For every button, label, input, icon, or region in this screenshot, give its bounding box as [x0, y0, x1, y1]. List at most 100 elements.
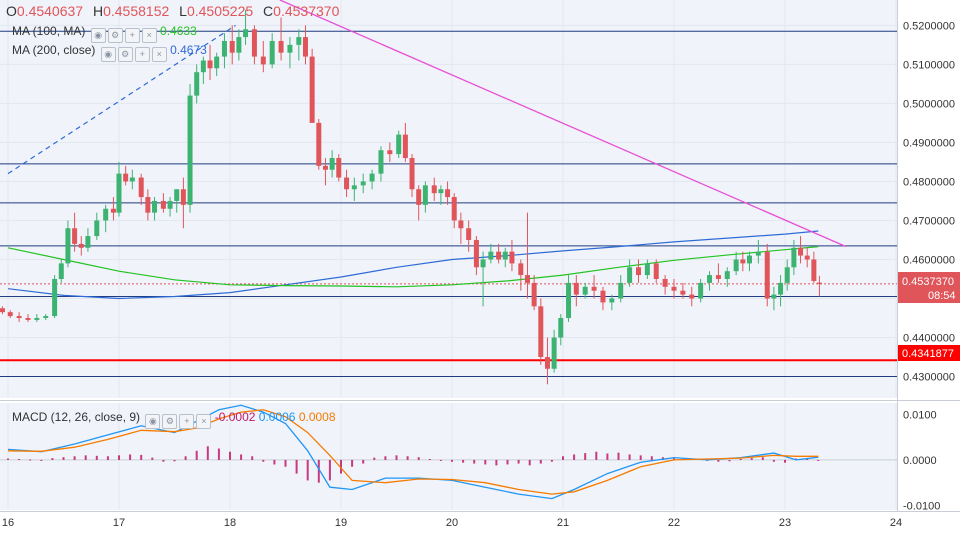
candle-body[interactable] [236, 37, 242, 53]
candle-body[interactable] [103, 208, 109, 221]
candle-body[interactable] [0, 308, 5, 313]
candle-body[interactable] [662, 278, 668, 287]
candle-body[interactable] [488, 251, 494, 260]
candle-body[interactable] [269, 40, 275, 65]
candle-body[interactable] [635, 267, 641, 276]
candle-body[interactable] [7, 312, 13, 317]
candle-body[interactable] [582, 286, 588, 295]
candle-body[interactable] [653, 263, 659, 279]
candle-body[interactable] [278, 40, 284, 53]
eye-icon[interactable]: ◉ [100, 47, 116, 62]
candle-body[interactable] [194, 72, 200, 96]
candle-body[interactable] [123, 173, 129, 182]
candle-body[interactable] [784, 267, 790, 283]
candle-body[interactable] [409, 158, 415, 190]
candle-body[interactable] [116, 173, 122, 213]
candle-body[interactable] [733, 259, 739, 272]
candle-body[interactable] [644, 263, 650, 276]
candle-body[interactable] [251, 29, 257, 57]
candle-body[interactable] [764, 251, 770, 299]
candle-body[interactable] [302, 37, 308, 57]
candle-body[interactable] [502, 251, 508, 260]
candle-body[interactable] [287, 44, 293, 53]
candle-body[interactable] [724, 271, 730, 279]
candle-body[interactable] [145, 197, 151, 213]
candle-body[interactable] [25, 318, 31, 320]
candle-body[interactable] [344, 177, 350, 190]
candle-body[interactable] [360, 181, 366, 186]
candle-body[interactable] [78, 243, 84, 248]
candles[interactable] [0, 9, 822, 385]
close-icon[interactable]: × [151, 47, 167, 62]
candle-body[interactable] [351, 185, 357, 190]
candle-body[interactable] [771, 294, 777, 299]
candle-body[interactable] [58, 263, 64, 279]
candle-body[interactable] [544, 357, 550, 369]
candle-body[interactable] [600, 290, 606, 303]
candle-body[interactable] [187, 95, 193, 205]
candle-body[interactable] [473, 239, 479, 268]
candle-body[interactable] [755, 251, 761, 256]
moving-averages[interactable] [7, 230, 819, 300]
candle-body[interactable] [110, 208, 116, 213]
price-axis[interactable]: 0.5200000 0.5100000 0.5000000 0.4900000 0.48… [903, 20, 955, 383]
candle-body[interactable] [180, 189, 186, 205]
horizontal-levels[interactable] [0, 30, 897, 378]
candle-body[interactable] [316, 122, 322, 166]
candle-body[interactable] [336, 158, 342, 178]
candle-body[interactable] [798, 247, 804, 256]
ma200-legend[interactable]: MA (200, close) ◉ ⚙ + × 0.4673 [12, 43, 207, 62]
candle-body[interactable] [438, 189, 444, 194]
close-icon[interactable]: × [196, 414, 212, 429]
add-icon[interactable]: + [124, 28, 140, 43]
ma100-line[interactable] [7, 246, 819, 288]
candle-body[interactable] [34, 318, 40, 320]
candle-body[interactable] [16, 316, 22, 319]
candle-body[interactable] [138, 177, 144, 198]
candle-body[interactable] [52, 278, 58, 317]
candle-body[interactable] [524, 275, 530, 283]
settings-icon[interactable]: ⚙ [107, 28, 123, 43]
candle-body[interactable] [396, 134, 402, 155]
candle-body[interactable] [740, 259, 746, 264]
candle-body[interactable] [496, 251, 502, 260]
candle-body[interactable] [445, 189, 451, 198]
candle-body[interactable] [422, 185, 428, 205]
macd-series[interactable] [0, 404, 897, 500]
candle-body[interactable] [538, 306, 544, 358]
macd-legend[interactable]: MACD (12, 26, close, 9) ◉ ⚙ + × -0.0002 0.0… [12, 410, 336, 429]
close-icon[interactable]: × [141, 28, 157, 43]
time-axis[interactable]: 16 17 18 19 20 21 22 23 24 [2, 517, 902, 529]
candle-body[interactable] [200, 60, 206, 73]
macd-line[interactable] [7, 404, 819, 500]
candle-body[interactable] [811, 259, 817, 281]
candle-body[interactable] [689, 294, 695, 299]
candle-body[interactable] [816, 282, 822, 284]
candle-body[interactable] [431, 185, 437, 194]
macd-axis[interactable]: 0.0100 0.0000 -0.0100 [903, 409, 940, 512]
candle-body[interactable] [416, 189, 422, 205]
candle-body[interactable] [680, 290, 686, 295]
ma100-legend[interactable]: MA (100, MA) ◉ ⚙ + × 0.4633 [12, 24, 197, 43]
candle-body[interactable] [387, 150, 393, 155]
candle-body[interactable] [707, 275, 713, 283]
candle-body[interactable] [627, 267, 633, 283]
candle-body[interactable] [72, 228, 78, 244]
candle-body[interactable] [551, 337, 557, 369]
candle-body[interactable] [609, 298, 615, 303]
settings-icon[interactable]: ⚙ [162, 414, 178, 429]
candle-body[interactable] [746, 255, 752, 264]
candle-body[interactable] [715, 275, 721, 279]
candle-body[interactable] [618, 282, 624, 299]
candle-body[interactable] [167, 200, 173, 209]
candle-body[interactable] [329, 158, 335, 170]
candle-body[interactable] [214, 56, 220, 69]
candle-body[interactable] [160, 200, 166, 209]
candle-body[interactable] [65, 228, 71, 264]
ma200-line[interactable] [7, 230, 819, 300]
candle-body[interactable] [778, 282, 784, 295]
candle-body[interactable] [221, 40, 227, 57]
add-icon[interactable]: + [179, 414, 195, 429]
candle-body[interactable] [573, 282, 579, 295]
candle-body[interactable] [378, 150, 384, 174]
